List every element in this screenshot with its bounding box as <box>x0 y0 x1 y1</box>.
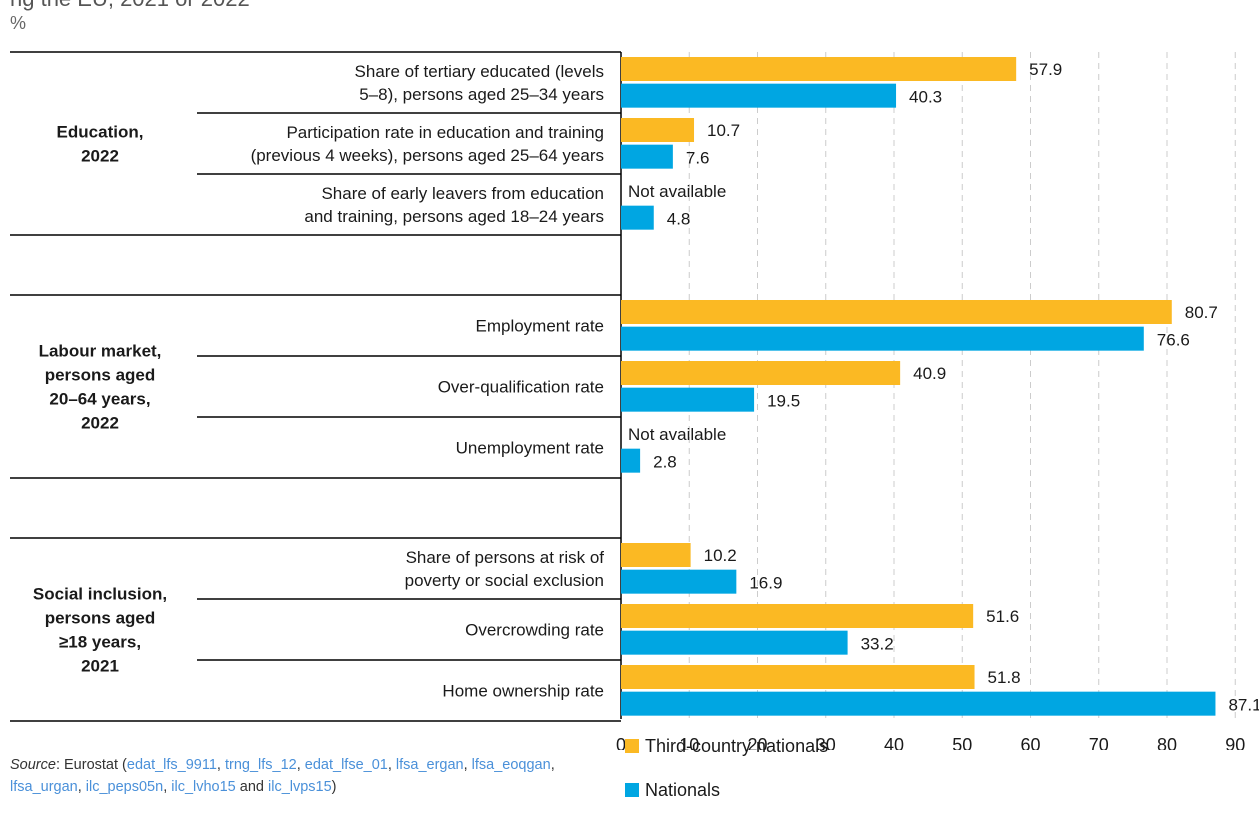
source-code-link[interactable]: lfsa_eoqgan <box>471 757 551 773</box>
x-tick-label: 20 <box>747 735 767 750</box>
indicator-label: Share of tertiary educated (levels <box>355 62 604 81</box>
bar-nationals <box>621 569 737 594</box>
data-label-nationals: 2.8 <box>653 453 677 472</box>
source-code-link[interactable]: trng_lfs_12 <box>224 757 297 773</box>
bar-nationals <box>621 691 1216 716</box>
source-code-link[interactable]: ilc_lvps15 <box>268 779 332 795</box>
group-label: persons aged <box>45 609 156 628</box>
source-prefix: Source <box>10 757 56 773</box>
unit-label: % <box>10 13 27 33</box>
bar-nationals <box>621 144 673 169</box>
indicator-label: Share of persons at risk of <box>406 548 605 567</box>
data-label-third-country: 10.2 <box>704 546 737 565</box>
source-code-link[interactable]: ilc_peps05n <box>85 779 164 795</box>
group-label: 2021 <box>81 657 119 676</box>
x-tick-label: 60 <box>1020 735 1040 750</box>
data-label-nationals: 76.6 <box>1157 331 1190 350</box>
source-close: ) <box>331 779 337 795</box>
data-label-nationals: 33.2 <box>861 635 894 654</box>
group-label: persons aged <box>45 366 156 385</box>
source-code-link[interactable]: edat_lfse_01 <box>304 757 388 773</box>
bar-third-country <box>621 665 975 689</box>
source-code-link[interactable]: lfsa_ergan <box>395 757 464 773</box>
bar-third-country <box>621 361 901 385</box>
indicator-label: Employment rate <box>476 317 605 336</box>
data-label-third-country: 57.9 <box>1029 60 1062 79</box>
bar-third-country <box>621 118 695 142</box>
bar-chart: 0 10 20 30 40 50 60 70 80 90 57.9 40.3 Share of tert… <box>10 51 1259 750</box>
group-label: 2022 <box>81 147 119 166</box>
indicator-label: and training, persons aged 18–24 years <box>304 207 604 226</box>
indicator-label: (previous 4 weeks), persons aged 25–64 y… <box>251 146 604 165</box>
group-label: Social inclusion, <box>33 585 167 604</box>
source-code-link[interactable]: ilc_lvho15 <box>171 779 236 795</box>
bar-third-country <box>621 300 1172 324</box>
group-label: ≥18 years, <box>59 633 141 652</box>
data-label-third-country: 80.7 <box>1185 303 1218 322</box>
legend-label-nationals: Nationals <box>645 779 721 800</box>
source-org: : Eurostat ( <box>55 757 127 773</box>
data-label-not-available: Not available <box>628 425 726 444</box>
source-and: and <box>235 779 268 795</box>
bar-third-country <box>621 57 1017 81</box>
indicator-label: Unemployment rate <box>456 439 604 458</box>
x-tick-label: 10 <box>679 735 699 750</box>
legend-item-third-country: Third-country nationals <box>625 734 828 758</box>
bar-nationals <box>621 326 1144 351</box>
indicator-label: Home ownership rate <box>442 682 604 701</box>
group-label: 20–64 years, <box>49 390 150 409</box>
data-label-nationals: 16.9 <box>749 574 782 593</box>
x-tick-label: 40 <box>884 735 904 750</box>
legend-swatch-nationals <box>625 783 639 797</box>
bar-third-country <box>621 604 974 628</box>
data-label-third-country: 40.9 <box>913 364 946 383</box>
data-label-third-country: 10.7 <box>707 121 740 140</box>
data-label-nationals: 87.1 <box>1228 696 1259 715</box>
bar-nationals <box>621 387 755 412</box>
bar-nationals <box>621 630 848 655</box>
x-tick-label: 0 <box>616 735 626 750</box>
data-label-not-available: Not available <box>628 182 726 201</box>
x-tick-label: 50 <box>952 735 972 750</box>
data-label-nationals: 40.3 <box>909 88 942 107</box>
data-label-nationals: 4.8 <box>667 210 691 229</box>
x-tick-label: 30 <box>816 735 836 750</box>
indicator-label: Overcrowding rate <box>465 621 604 640</box>
data-label-third-country: 51.8 <box>988 668 1021 687</box>
legend-swatch-third-country <box>625 739 639 753</box>
indicator-label: Over-qualification rate <box>438 378 604 397</box>
source-code-link[interactable]: lfsa_urgan <box>10 779 78 795</box>
indicator-label: Share of early leavers from education <box>321 184 604 203</box>
indicator-label: poverty or social exclusion <box>405 571 604 590</box>
legend-label-third-country: Third-country nationals <box>645 735 829 756</box>
bar-nationals <box>621 205 654 230</box>
bar-nationals <box>621 83 897 108</box>
legend: Third-country nationals Nationals <box>625 734 828 822</box>
bar-third-country <box>621 543 691 567</box>
source-note: Source: Eurostat (edat_lfs_9911, trng_lf… <box>10 757 555 795</box>
legend-item-nationals: Nationals <box>625 778 828 802</box>
indicator-label: 5–8), persons aged 25–34 years <box>359 85 604 104</box>
data-label-third-country: 51.6 <box>986 607 1019 626</box>
data-label-nationals: 19.5 <box>767 392 800 411</box>
indicator-label: Participation rate in education and trai… <box>286 123 604 142</box>
x-tick-label: 90 <box>1225 735 1245 750</box>
bar-nationals <box>621 448 641 473</box>
chart-title-fragment: ng the EU, 2021 or 2022 <box>10 0 250 12</box>
source-code-link[interactable]: edat_lfs_9911 <box>126 757 217 773</box>
group-label: 2022 <box>81 414 119 433</box>
data-label-nationals: 7.6 <box>686 149 710 168</box>
x-tick-label: 70 <box>1089 735 1109 750</box>
x-tick-label: 80 <box>1157 735 1177 750</box>
group-label: Labour market, <box>39 342 162 361</box>
group-label: Education, <box>57 123 144 142</box>
